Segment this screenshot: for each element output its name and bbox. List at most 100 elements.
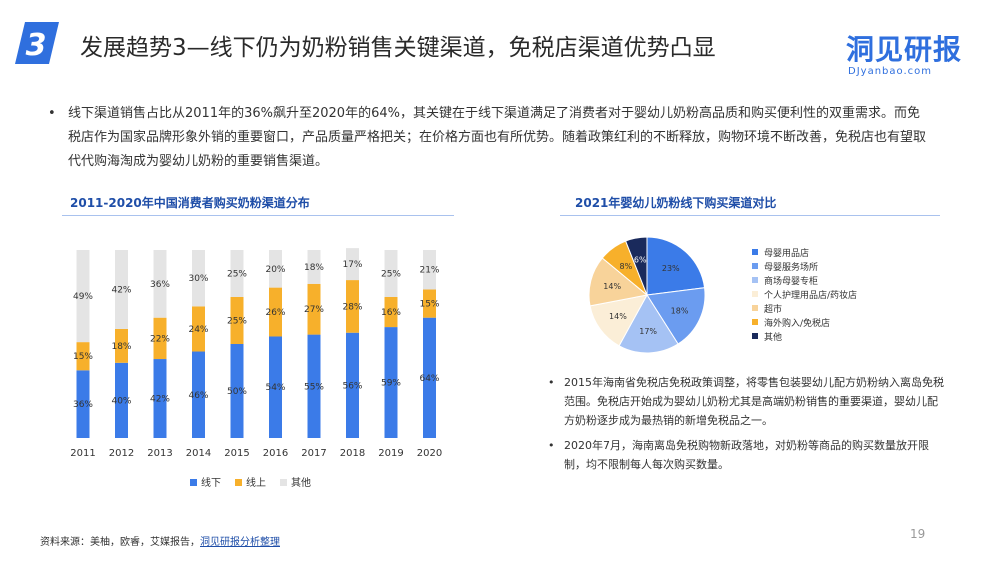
bar-segment — [269, 336, 282, 438]
legend-swatch — [752, 263, 758, 269]
legend-item: 其他 — [752, 329, 857, 343]
bar-value-label: 36% — [150, 280, 170, 290]
page-title: 发展趋势3—线下仍为奶粉销售关键渠道，免税店渠道优势凸显 — [80, 35, 716, 61]
bar-segment — [192, 306, 205, 352]
bar-segment — [346, 280, 359, 333]
intro-bullet: • — [48, 106, 56, 121]
bar-segment — [230, 344, 244, 438]
bar-value-label: 24% — [188, 325, 208, 335]
pie-slice-label: 14% — [609, 312, 627, 321]
bar-segment — [192, 351, 205, 438]
bar-segment — [384, 297, 398, 328]
bar-segment — [423, 317, 436, 438]
bar-segment — [115, 250, 128, 329]
pie-chart-title: 2021年婴幼儿奶粉线下购买渠道对比 — [575, 196, 777, 210]
bar-segment — [269, 250, 282, 288]
pie-slice — [646, 287, 706, 345]
intro-text: 线下渠道销售占比从2011年的36%飙升至2020年的64%，其关键在于线下渠道… — [68, 106, 927, 169]
brand-logo: 洞见研报 DJyanbao.com — [846, 28, 986, 78]
bar-value-label: 18% — [111, 342, 131, 352]
bar-value-label: 30% — [188, 274, 208, 284]
pie-slice-label: 8% — [620, 262, 633, 271]
bar-segment — [76, 342, 90, 371]
bar-segment — [153, 250, 167, 318]
bar-segment — [153, 359, 167, 438]
bar-segment — [230, 297, 244, 344]
legend-label: 其他 — [291, 476, 311, 489]
bar-value-label: 25% — [227, 317, 247, 327]
legend-label: 母婴用品店 — [764, 248, 810, 259]
bar-value-label: 46% — [188, 391, 208, 401]
pie-chart-title-divider — [560, 215, 940, 216]
x-tick-label: 2014 — [186, 448, 211, 459]
bar-segment — [192, 250, 205, 307]
bar-segment — [76, 250, 90, 343]
bar-segment — [384, 250, 398, 297]
x-tick-label: 2016 — [263, 448, 288, 459]
legend-item: 超市 — [752, 301, 857, 315]
legend-label: 其他 — [764, 332, 783, 343]
note-bullet: • — [548, 376, 555, 389]
bar-segment — [115, 328, 128, 363]
section-number-badge: 3 — [15, 22, 59, 64]
bar-value-label: 49% — [73, 292, 93, 302]
bar-value-label: 42% — [150, 395, 170, 405]
legend-item: 母婴用品店 — [752, 245, 857, 259]
source-note: 资料来源：美柚，欧睿，艾媒报告，洞见研报分析整理 — [40, 533, 280, 548]
bar-segment — [423, 250, 436, 290]
x-tick-label: 2011 — [70, 448, 95, 459]
pie-slice — [589, 294, 648, 347]
policy-notes: • 2015年海南省免税店免税政策调整，将零售包装婴幼儿配方奶粉纳入离岛免税范围… — [548, 373, 948, 480]
bar-value-label: 36% — [73, 400, 93, 410]
note-item: • 2015年海南省免税店免税政策调整，将零售包装婴幼儿配方奶粉纳入离岛免税范围… — [548, 373, 948, 430]
x-tick-label: 2018 — [340, 448, 365, 459]
intro-paragraph: • 线下渠道销售占比从2011年的36%飙升至2020年的64%，其关键在于线下… — [48, 102, 928, 174]
section-number: 3 — [26, 28, 47, 63]
bar-value-label: 40% — [111, 396, 131, 406]
legend-label: 个人护理用品店/药妆店 — [764, 290, 858, 301]
bar-value-label: 64% — [419, 374, 439, 384]
bar-value-label: 54% — [265, 383, 285, 393]
offline-channel-pie-chart: 23% 18% 17% 14% 14% 8%6% — [588, 236, 706, 354]
legend-swatch — [752, 249, 758, 255]
legend-item: 母婴服务场所 — [752, 259, 857, 273]
bar-segment — [153, 317, 167, 360]
legend-item: 商场母婴专柜 — [752, 273, 857, 287]
pie-slice-label: 14% — [603, 282, 621, 291]
bar-value-label: 28% — [342, 302, 362, 312]
legend-swatch — [280, 479, 287, 486]
pie-slice-label: 18% — [671, 306, 689, 315]
legend-swatch — [752, 277, 758, 283]
bar-segment — [269, 287, 282, 337]
pie-slice — [588, 257, 649, 307]
legend-item: 个人护理用品店/药妆店 — [752, 287, 857, 301]
legend-label: 超市 — [764, 304, 783, 315]
bar-value-label: 20% — [265, 265, 285, 275]
bar-segment — [307, 250, 321, 284]
brand-name: 洞见研报 — [846, 33, 963, 66]
bar-segment — [307, 334, 321, 438]
pie-slice-label: 6% — [634, 256, 647, 265]
legend-label: 海外购入/免税店 — [764, 318, 831, 329]
bar-value-label: 56% — [342, 381, 362, 391]
source-link[interactable]: 洞见研报分析整理 — [200, 537, 280, 548]
brand-url: DJyanbao.com — [848, 66, 932, 77]
source-prefix: 资料来源：美柚，欧睿，艾媒报告， — [40, 537, 200, 548]
bar-segment — [346, 332, 359, 438]
bar-value-label: 18% — [304, 263, 324, 273]
x-tick-label: 2013 — [147, 448, 172, 459]
note-bullet: • — [548, 439, 555, 452]
x-tick-label: 2015 — [224, 448, 249, 459]
x-tick-label: 2019 — [378, 448, 403, 459]
bar-chart-title: 2011-2020年中国消费者购买奶粉渠道分布 — [70, 196, 310, 210]
bar-value-label: 25% — [227, 270, 247, 280]
legend-swatch — [752, 333, 758, 339]
pie-slice — [646, 236, 706, 296]
legend-swatch — [190, 479, 197, 486]
bar-value-label: 26% — [265, 308, 285, 318]
note-text: 2015年海南省免税店免税政策调整，将零售包装婴幼儿配方奶粉纳入离岛免税范围。免… — [564, 376, 944, 427]
x-tick-label: 2012 — [109, 448, 134, 459]
pie-slice — [618, 294, 679, 354]
legend-label: 线下 — [201, 476, 221, 489]
bar-value-label: 42% — [111, 285, 131, 295]
